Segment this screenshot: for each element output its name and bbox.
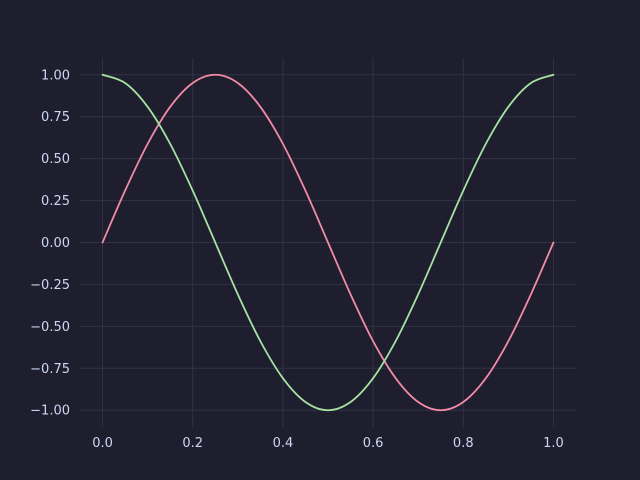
y-tick-label: −0.75 [30, 362, 70, 377]
series-layer [101, 73, 555, 412]
y-tick-label: 0.50 [41, 152, 70, 167]
y-tick-label: 0.25 [41, 194, 70, 209]
tick-labels: 0.0 0.2 0.4 0.6 0.8 1.0 1.00 0.75 0.50 0.25 0.00 −0… [30, 68, 564, 451]
y-tick-label: 0.00 [41, 236, 70, 251]
x-tick-label: 0.2 [182, 436, 203, 451]
series-line-sine [101, 73, 555, 412]
y-tick-label: 1.00 [41, 68, 70, 83]
x-tick-label: 1.0 [543, 436, 564, 451]
series-line-cosine [101, 73, 555, 412]
y-tick-label: 0.75 [41, 110, 70, 125]
y-tick-label: −0.25 [30, 278, 70, 293]
x-tick-label: 0.6 [363, 436, 384, 451]
y-tick-label: −0.50 [30, 320, 70, 335]
x-tick-label: 0.0 [92, 436, 113, 451]
y-tick-label: −1.00 [30, 404, 70, 419]
x-tick-label: 0.4 [273, 436, 294, 451]
x-tick-label: 0.8 [453, 436, 474, 451]
